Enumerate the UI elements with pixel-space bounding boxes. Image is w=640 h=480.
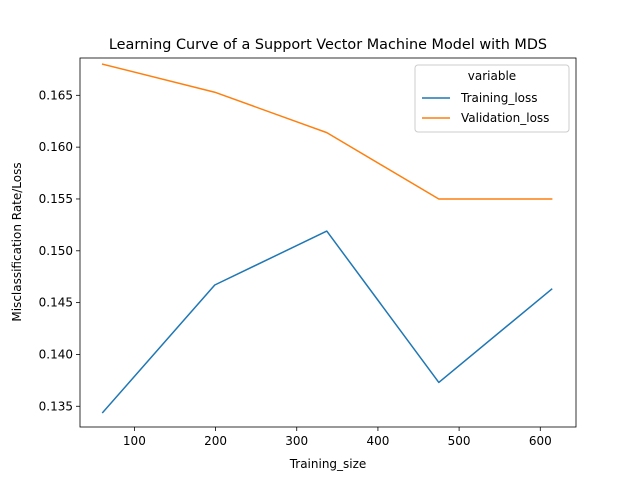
x-axis-label: Training_size <box>289 457 367 471</box>
x-tick-label: 500 <box>448 434 471 448</box>
y-tick-label: 0.135 <box>39 399 73 413</box>
legend-label: Validation_loss <box>461 111 549 125</box>
y-axis-label: Misclassification Rate/Loss <box>10 162 24 321</box>
legend-title: variable <box>468 69 516 83</box>
legend: variable Training_loss Validation_loss <box>414 64 570 133</box>
legend-box <box>414 64 570 133</box>
x-axis: 100 200 300 400 500 600 <box>123 427 552 448</box>
chart-title: Learning Curve of a Support Vector Machi… <box>109 37 547 53</box>
x-tick-label: 200 <box>204 434 227 448</box>
plot-frame <box>79 57 577 428</box>
y-tick-label: 0.160 <box>39 140 73 154</box>
legend-label: Training_loss <box>460 91 538 105</box>
y-tick-label: 0.140 <box>39 347 73 361</box>
plot-area <box>79 57 577 428</box>
series-lines <box>101 63 553 414</box>
y-axis: 0.135 0.140 0.145 0.150 0.155 0.160 0.165 <box>39 88 80 413</box>
x-tick-label: 400 <box>366 434 389 448</box>
y-tick-label: 0.155 <box>39 192 73 206</box>
series-line-validation-loss <box>101 63 553 200</box>
x-tick-label: 300 <box>285 434 308 448</box>
y-tick-label: 0.165 <box>39 88 73 102</box>
x-tick-label: 100 <box>123 434 146 448</box>
y-tick-label: 0.150 <box>39 244 73 258</box>
series-line-training-loss <box>101 230 553 414</box>
x-tick-label: 600 <box>529 434 552 448</box>
y-tick-label: 0.145 <box>39 296 73 310</box>
legend-entries: Training_loss Validation_loss <box>422 91 549 125</box>
